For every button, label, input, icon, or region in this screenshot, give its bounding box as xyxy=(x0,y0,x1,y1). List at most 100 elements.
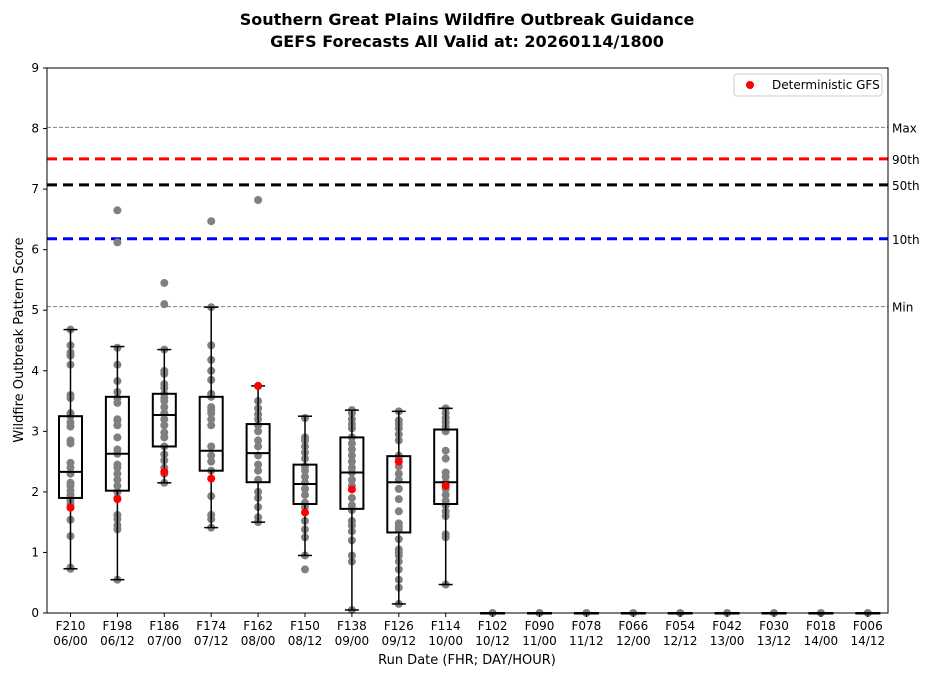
x-tick-label-f042: F042 xyxy=(712,619,742,633)
ensemble-member-point xyxy=(441,454,450,463)
box-iqr xyxy=(151,392,177,448)
x-tick-date-f102: 10/12 xyxy=(475,634,510,648)
x-tick-date-f174: 07/12 xyxy=(194,634,229,648)
x-tick-label-f090: F090 xyxy=(525,619,555,633)
ensemble-member-point xyxy=(160,403,169,412)
ensemble-member-point xyxy=(113,469,122,478)
y-axis: 0 1 2 3 4 5 6 7 8 9 xyxy=(31,61,47,620)
ensemble-member-point xyxy=(207,415,216,424)
y-tick-label-3: 3 xyxy=(31,424,39,438)
ensemble-member-point xyxy=(347,451,356,460)
x-axis-label: Run Date (FHR; DAY/HOUR) xyxy=(378,653,556,668)
x-tick-label-f030: F030 xyxy=(759,619,789,633)
ensemble-member-point xyxy=(207,457,216,466)
ensemble-member-point xyxy=(113,415,122,424)
ensemble-member-point xyxy=(207,217,216,226)
x-tick-date-f150: 08/12 xyxy=(288,634,323,648)
ensemble-member-point xyxy=(301,484,309,493)
x-tick-label-f150: F150 xyxy=(290,619,320,633)
box-group-f174 xyxy=(198,217,224,532)
ensemble-member-point xyxy=(347,463,356,472)
x-tick-label-f102: F102 xyxy=(478,619,508,633)
x-tick-label-f078: F078 xyxy=(571,619,601,633)
ensemble-member-point xyxy=(66,458,75,467)
x-tick-label-f126: F126 xyxy=(384,619,414,633)
deterministic-gfs-point xyxy=(347,485,356,494)
x-tick-label-f186: F186 xyxy=(149,619,179,633)
ensemble-member-point xyxy=(160,300,169,309)
y-tick-label-1: 1 xyxy=(31,545,39,559)
x-tick-date-f162: 08/00 xyxy=(241,634,276,648)
y-tick-label-4: 4 xyxy=(31,364,39,378)
box-group-f186 xyxy=(151,278,177,487)
reference-label-90th: 90th xyxy=(892,153,920,167)
box-group-f150 xyxy=(292,414,318,574)
x-tick-date-f186: 07/00 xyxy=(147,634,182,648)
reference-label-10th: 10th xyxy=(892,233,920,247)
ensemble-member-point xyxy=(301,472,309,481)
ensemble-member-point xyxy=(441,496,450,505)
y-tick-label-7: 7 xyxy=(31,182,39,196)
reference-label-50th: 50th xyxy=(892,179,920,193)
legend: Deterministic GFS xyxy=(733,73,883,97)
x-tick-date-f078: 11/12 xyxy=(569,634,604,648)
ensemble-member-point xyxy=(66,478,75,487)
ensemble-member-point xyxy=(441,446,450,455)
box-group-f210 xyxy=(58,325,83,573)
deterministic-gfs-point xyxy=(254,381,263,390)
ensemble-member-point xyxy=(254,442,263,451)
x-tick-label-f198: F198 xyxy=(102,619,132,633)
y-tick-label-8: 8 xyxy=(31,122,39,136)
box-group-f126 xyxy=(386,407,412,608)
ensemble-member-point xyxy=(113,433,122,442)
ensemble-member-point xyxy=(347,493,356,502)
ensemble-member-point xyxy=(441,490,450,499)
ensemble-member-point xyxy=(160,421,169,430)
ensemble-member-point xyxy=(441,468,450,477)
x-tick-label-f066: F066 xyxy=(618,619,648,633)
box-group-f114 xyxy=(433,404,459,589)
deterministic-gfs-point xyxy=(113,495,122,504)
y-tick-label-6: 6 xyxy=(31,243,39,257)
x-tick-date-f030: 13/12 xyxy=(757,634,792,648)
ensemble-member-point xyxy=(160,428,169,437)
ensemble-member-point xyxy=(347,445,356,454)
ensemble-member-point xyxy=(394,507,403,516)
ensemble-member-point xyxy=(254,460,263,469)
x-tick-date-f006: 14/12 xyxy=(851,634,886,648)
x-tick-label-f162: F162 xyxy=(243,619,273,633)
x-tick-date-f042: 13/00 xyxy=(710,634,745,648)
legend-label-deterministic: Deterministic GFS xyxy=(772,78,880,92)
box-group-f162 xyxy=(245,196,271,527)
ensemble-member-point xyxy=(301,565,309,574)
ensemble-member-point xyxy=(207,421,216,430)
ensemble-member-point xyxy=(113,481,122,490)
y-tick-label-9: 9 xyxy=(31,61,39,75)
x-tick-label-f138: F138 xyxy=(337,619,367,633)
ensemble-member-point xyxy=(394,469,403,478)
ensemble-member-point xyxy=(207,442,216,451)
x-tick-date-f114: 10/00 xyxy=(428,634,463,648)
ensemble-member-point xyxy=(207,451,216,460)
box-iqr xyxy=(386,455,412,534)
deterministic-gfs-point xyxy=(160,467,169,476)
reference-line-labels: Max 90th 50th 10th Min xyxy=(892,121,920,314)
ensemble-member-point xyxy=(347,475,356,484)
ensemble-member-point xyxy=(160,278,169,287)
chart-subtitle: GEFS Forecasts All Valid at: 20260114/18… xyxy=(270,32,664,51)
ensemble-member-point xyxy=(347,501,356,510)
ensemble-member-point xyxy=(254,427,263,436)
box-iqr xyxy=(433,428,459,505)
ensemble-member-point xyxy=(394,495,403,504)
x-tick-date-f198: 06/12 xyxy=(100,634,135,648)
deterministic-gfs-point xyxy=(207,474,216,483)
box-iqr xyxy=(104,395,130,492)
deterministic-gfs-point xyxy=(394,457,403,466)
y-tick-label-0: 0 xyxy=(31,606,39,620)
box-iqr xyxy=(58,415,83,499)
y-axis-label: Wildfire Outbreak Pattern Score xyxy=(12,237,27,442)
ensemble-member-point xyxy=(254,196,263,205)
ensemble-member-point xyxy=(113,475,122,484)
x-tick-date-f054: 12/12 xyxy=(663,634,698,648)
